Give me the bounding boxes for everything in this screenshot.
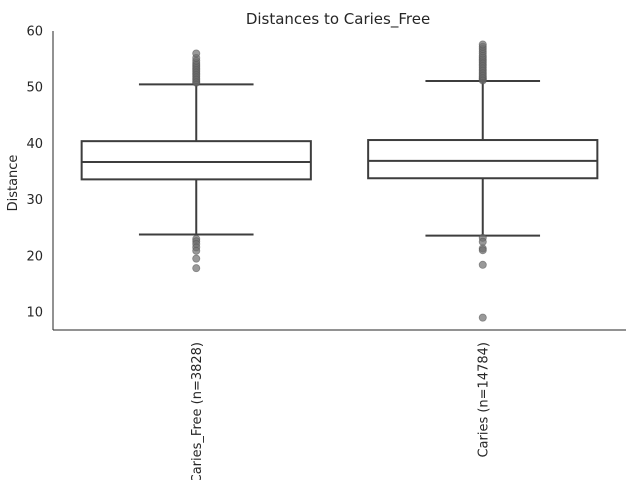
outlier-point bbox=[192, 254, 201, 263]
outlier-point bbox=[192, 49, 201, 58]
outlier-point bbox=[478, 260, 487, 269]
outlier-point bbox=[478, 313, 487, 322]
y-tick-label: 30 bbox=[26, 193, 43, 208]
chart-title: Distances to Caries_Free bbox=[246, 10, 430, 29]
y-tick-label: 10 bbox=[26, 306, 43, 321]
outlier-point bbox=[192, 246, 201, 255]
iqr-box bbox=[367, 139, 599, 180]
y-axis-ticks: 10 20 30 40 50 60 bbox=[26, 25, 43, 321]
outlier-point bbox=[478, 246, 487, 255]
iqr-box bbox=[80, 140, 312, 181]
y-tick-label: 60 bbox=[26, 25, 43, 40]
y-tick-label: 50 bbox=[26, 81, 43, 96]
y-tick-label: 40 bbox=[26, 137, 43, 152]
x-tick-label: Caries_Free (n=3828) bbox=[190, 342, 205, 480]
box-series bbox=[80, 40, 599, 322]
y-tick-label: 20 bbox=[26, 249, 43, 264]
x-axis-ticks: Caries_Free (n=3828) Caries (n=14784) bbox=[190, 342, 492, 480]
box-group bbox=[367, 40, 599, 322]
outlier-point bbox=[478, 40, 487, 49]
outlier-point bbox=[478, 237, 487, 246]
x-tick-label: Caries (n=14784) bbox=[476, 342, 491, 458]
box-group bbox=[80, 49, 312, 273]
outlier-point bbox=[192, 264, 201, 273]
y-axis-label: Distance bbox=[6, 155, 21, 212]
